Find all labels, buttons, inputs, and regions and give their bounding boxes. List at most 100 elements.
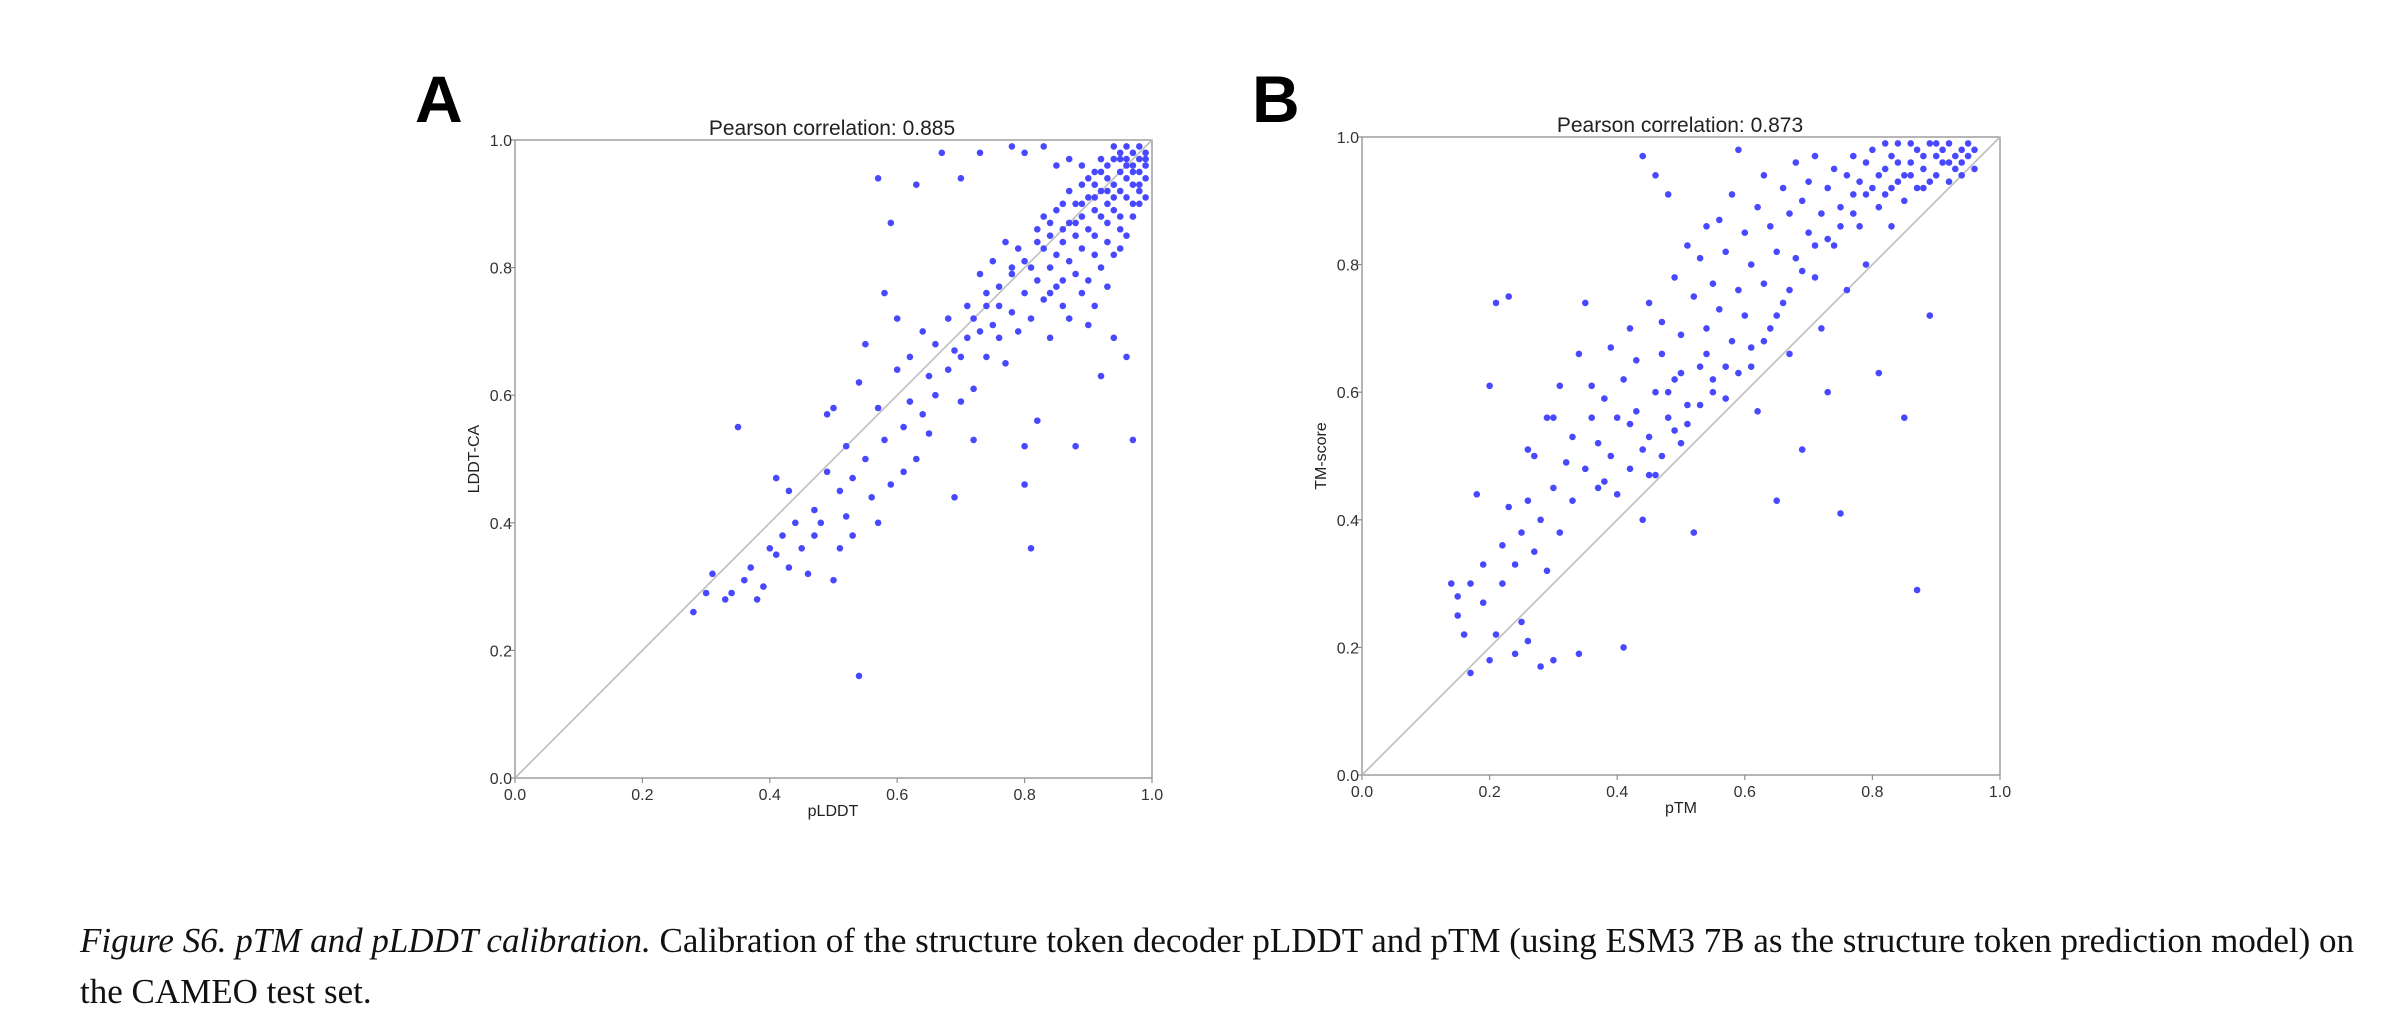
scatter-point-a-143 bbox=[1136, 155, 1143, 163]
scatter-point-b-198 bbox=[1677, 369, 1685, 377]
scatter-point-b-162 bbox=[1907, 140, 1914, 147]
y-tick-label-a-4: 0.8 bbox=[490, 261, 512, 278]
scatter-point-a-43 bbox=[893, 366, 901, 374]
scatter-point-b-40 bbox=[1588, 414, 1595, 422]
scatter-point-b-76 bbox=[1709, 376, 1717, 383]
scatter-point-b-156 bbox=[1964, 140, 1972, 147]
scatter-point-b-28 bbox=[1543, 567, 1551, 575]
scatter-point-b-72 bbox=[1696, 363, 1704, 371]
scatter-point-a-46 bbox=[900, 468, 907, 476]
scatter-point-a-26 bbox=[836, 487, 844, 495]
plot-frame-a bbox=[514, 139, 1153, 779]
scatter-point-a-114 bbox=[1085, 321, 1092, 329]
scatter-point-b-80 bbox=[1722, 395, 1729, 402]
scatter-point-b-138 bbox=[1907, 159, 1914, 166]
scatter-point-b-69 bbox=[1684, 401, 1691, 409]
scatter-point-a-37 bbox=[874, 519, 882, 527]
scatter-point-a-109 bbox=[1078, 181, 1086, 188]
scatter-point-b-197 bbox=[1664, 388, 1672, 396]
scatter-point-b-82 bbox=[1728, 337, 1736, 345]
scatter-point-b-0 bbox=[1448, 580, 1455, 587]
scatter-point-a-34 bbox=[862, 455, 869, 463]
scatter-point-a-86 bbox=[1034, 226, 1041, 233]
scatter-point-a-118 bbox=[1097, 187, 1105, 195]
scatter-point-a-7 bbox=[747, 564, 754, 571]
panel-a: A Pearson correlation: 0.885 0.0 0.2 0.4 0.… bbox=[415, 62, 1163, 820]
scatter-point-a-125 bbox=[1104, 219, 1111, 227]
scatter-point-b-163 bbox=[1920, 152, 1927, 160]
scatter-point-b-100 bbox=[1786, 210, 1793, 217]
scatter-point-a-79 bbox=[1014, 245, 1022, 252]
scatter-point-a-156 bbox=[1040, 143, 1047, 150]
scatter-point-b-155 bbox=[1958, 159, 1965, 166]
scatter-point-a-80 bbox=[1021, 289, 1028, 297]
scatter-point-b-42 bbox=[1594, 439, 1602, 447]
scatter-point-b-173 bbox=[1850, 210, 1857, 217]
chart-title-a: Pearson correlation: 0.885 bbox=[709, 117, 955, 140]
x-tick-label-b-5: 1.0 bbox=[1989, 784, 2011, 801]
scatter-point-b-124 bbox=[1862, 159, 1870, 166]
scatter-point-a-22 bbox=[823, 411, 831, 418]
scatter-point-a-134 bbox=[1123, 175, 1130, 182]
scatter-point-a-35 bbox=[862, 340, 869, 348]
scatter-point-a-188 bbox=[1091, 194, 1098, 201]
scatter-point-b-75 bbox=[1703, 223, 1710, 230]
x-tick-label-a-4: 0.8 bbox=[1013, 787, 1035, 804]
scatter-point-b-52 bbox=[1633, 408, 1640, 415]
scatter-point-a-184 bbox=[1142, 155, 1149, 163]
scatter-point-a-182 bbox=[1123, 162, 1130, 169]
scatter-point-b-113 bbox=[1824, 388, 1831, 396]
x-axis-label-a: pLDDT bbox=[808, 803, 859, 820]
scatter-point-a-137 bbox=[1123, 143, 1130, 150]
scatter-point-a-61 bbox=[957, 398, 965, 405]
caption-text: Calibration of the structure token decod… bbox=[80, 921, 2355, 1011]
scatter-point-b-86 bbox=[1741, 312, 1749, 319]
scatter-point-a-47 bbox=[906, 353, 914, 361]
scatter-point-b-46 bbox=[1613, 491, 1621, 498]
scatter-point-b-112 bbox=[1824, 184, 1831, 192]
scatter-point-a-123 bbox=[1104, 175, 1111, 182]
panel-letter-b: B bbox=[1252, 62, 1300, 136]
scatter-point-a-119 bbox=[1097, 168, 1105, 176]
y-tick-label-b-1: 0.2 bbox=[1337, 640, 1359, 657]
scatter-point-b-115 bbox=[1830, 242, 1838, 249]
scatter-point-b-64 bbox=[1671, 376, 1678, 383]
scatter-point-a-93 bbox=[1046, 232, 1054, 239]
scatter-point-b-34 bbox=[1569, 497, 1576, 505]
scatter-point-a-77 bbox=[1008, 270, 1016, 278]
scatter-point-a-190 bbox=[1072, 219, 1079, 227]
scatter-point-b-14 bbox=[1499, 542, 1506, 549]
scatter-point-b-105 bbox=[1798, 446, 1806, 453]
scatter-point-b-175 bbox=[1824, 235, 1831, 243]
scatter-point-b-8 bbox=[1479, 561, 1487, 568]
scatter-point-b-178 bbox=[1786, 286, 1793, 294]
scatter-point-b-128 bbox=[1875, 203, 1883, 211]
scatter-point-b-78 bbox=[1716, 306, 1723, 313]
scatter-point-a-154 bbox=[1065, 155, 1073, 163]
scatter-point-b-55 bbox=[1639, 516, 1646, 524]
scatter-point-a-17 bbox=[798, 545, 805, 552]
scatter-point-a-183 bbox=[1136, 181, 1143, 188]
scatter-point-a-24 bbox=[830, 404, 837, 412]
x-tick-label-b-1: 0.2 bbox=[1478, 784, 1500, 801]
scatter-point-b-88 bbox=[1747, 363, 1755, 371]
y-tick-label-b-4: 0.8 bbox=[1337, 258, 1359, 275]
scatter-point-b-74 bbox=[1703, 325, 1710, 332]
scatter-point-b-130 bbox=[1881, 165, 1889, 173]
scatter-point-b-117 bbox=[1837, 510, 1844, 517]
scatter-point-a-195 bbox=[1008, 264, 1016, 271]
x-tick-label-a-3: 0.6 bbox=[886, 787, 908, 804]
scatter-point-b-171 bbox=[1875, 172, 1883, 179]
scatter-point-a-197 bbox=[983, 289, 990, 297]
scatter-point-b-17 bbox=[1511, 650, 1519, 658]
scatter-point-b-26 bbox=[1537, 516, 1544, 524]
scatter-point-b-9 bbox=[1486, 656, 1493, 664]
scatter-point-b-146 bbox=[1932, 152, 1940, 160]
scatter-point-a-2 bbox=[709, 570, 716, 578]
scatter-point-b-70 bbox=[1690, 529, 1698, 536]
x-tick-label-b-0: 0.0 bbox=[1351, 784, 1373, 801]
scatter-point-a-121 bbox=[1097, 372, 1105, 380]
scatter-point-a-81 bbox=[1021, 481, 1028, 488]
scatter-point-a-173 bbox=[1116, 245, 1124, 252]
scatter-point-b-119 bbox=[1843, 286, 1851, 294]
